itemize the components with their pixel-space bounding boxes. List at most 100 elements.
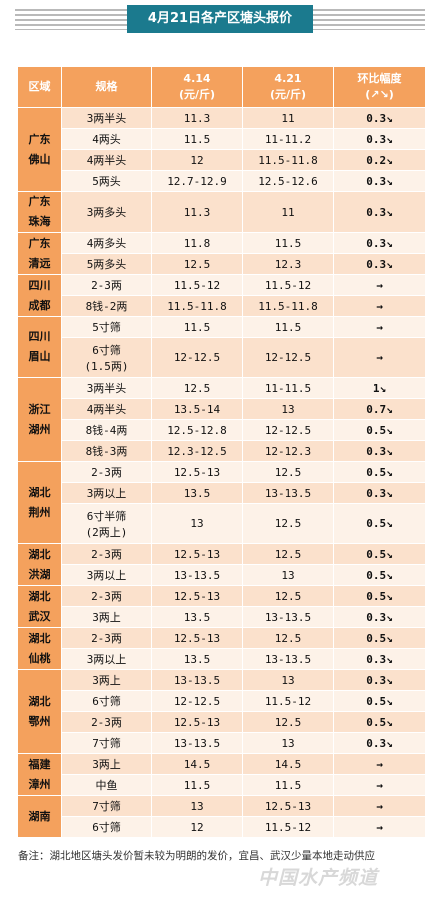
change-cell: →	[333, 337, 426, 378]
price-0414-cell: 12.5	[151, 253, 243, 275]
price-0421-cell: 11.5-11.8	[242, 149, 334, 171]
region-cell: 广东 珠海	[17, 191, 62, 233]
table-row: 7寸筛 13-13.5 13 0.3↘	[18, 732, 426, 754]
table-row: 4两半头 13.5-14 13 0.7↘	[18, 398, 426, 420]
table-row: 广东 珠海 3两多头 11.3 11 0.3↘	[17, 191, 426, 233]
header-spec: 规格	[61, 66, 152, 108]
region-cell: 浙江 湖州	[17, 377, 62, 462]
change-cell: 0.5↘	[333, 461, 426, 483]
table-body: 广东 佛山 3两半头 11.3 11 0.3↘ 4两头 11.5 11-11.2 0.3↘ 4两半头…	[17, 107, 426, 838]
spec-cell: 6寸半筛 (2两上)	[61, 503, 152, 544]
change-cell: 0.3↘	[333, 732, 426, 754]
price-0414-cell: 13	[151, 503, 243, 544]
price-0421-cell: 13	[242, 669, 334, 691]
spec-cell: 3两上	[61, 669, 152, 691]
table-row: 6寸筛 (1.5两) 12-12.5 12-12.5 →	[18, 337, 426, 378]
change-cell: 0.5↘	[333, 690, 426, 712]
table-row: 5两多头 12.5 12.3 0.3↘	[18, 253, 426, 275]
price-0421-cell: 11.5	[242, 774, 334, 796]
spec-cell: 5两头	[61, 170, 152, 192]
header-price-0421: 4.21 (元/斤)	[242, 66, 334, 108]
price-0414-cell: 11.8	[151, 232, 243, 254]
spec-cell: 3两上	[61, 753, 152, 775]
price-0414-cell: 12-12.5	[151, 690, 243, 712]
price-0421-cell: 12.5	[242, 627, 334, 649]
spec-cell: 3两半头	[61, 107, 152, 129]
spec-cell: 2-3两	[61, 461, 152, 483]
price-0414-cell: 12.5	[151, 377, 243, 399]
table-header-row: 区域 规格 4.14 (元/斤) 4.21 (元/斤) 环比幅度 (↗↘)	[17, 66, 426, 108]
region-cell: 湖南	[17, 795, 62, 838]
spec-cell: 7寸筛	[61, 732, 152, 754]
price-0414-cell: 12.5-13	[151, 543, 243, 565]
change-cell: 1↘	[333, 377, 426, 399]
change-cell: 0.5↘	[333, 585, 426, 607]
price-0414-cell: 13-13.5	[151, 564, 243, 586]
price-0414-cell: 11.3	[151, 107, 243, 129]
spec-cell: 5两多头	[61, 253, 152, 275]
table-row: 4两半头 12 11.5-11.8 0.2↘	[18, 149, 426, 171]
change-cell: 0.3↘	[333, 128, 426, 150]
table-row: 湖北 武汉 2-3两 12.5-13 12.5 0.5↘	[17, 585, 426, 628]
footnote: 备注：湖北地区塘头发价暂未较为明朗的发价，宜昌、武汉少量本地走动供应	[18, 850, 375, 862]
table-row: 3两上 13.5 13-13.5 0.3↘	[18, 606, 426, 628]
spec-cell: 3两多头	[61, 191, 152, 233]
price-0421-cell: 11	[242, 107, 334, 129]
table-row: 5两头 12.7-12.9 12.5-12.6 0.3↘	[18, 170, 426, 192]
table-row: 湖北 鄂州 3两上 13-13.5 13 0.3↘	[17, 669, 426, 754]
price-0421-cell: 11.5	[242, 232, 334, 254]
price-0414-cell: 12.5-13	[151, 585, 243, 607]
price-0421-cell: 12.5	[242, 711, 334, 733]
change-cell: 0.5↘	[333, 503, 426, 544]
change-cell: 0.5↘	[333, 419, 426, 441]
price-0421-cell: 13-13.5	[242, 648, 334, 670]
price-0421-cell: 13	[242, 564, 334, 586]
price-0421-cell: 11.5-12	[242, 816, 334, 838]
change-cell: 0.3↘	[333, 440, 426, 462]
spec-cell: 8钱-3两	[61, 440, 152, 462]
change-cell: 0.5↘	[333, 711, 426, 733]
price-0414-cell: 13.5	[151, 648, 243, 670]
change-cell: →	[333, 295, 426, 317]
change-cell: 0.3↘	[333, 669, 426, 691]
change-cell: 0.2↘	[333, 149, 426, 171]
price-0414-cell: 13-13.5	[151, 669, 243, 691]
price-0414-cell: 12.5-12.8	[151, 419, 243, 441]
price-0414-cell: 13.5	[151, 482, 243, 504]
header-region: 区域	[17, 66, 62, 108]
spec-cell: 3两上	[61, 606, 152, 628]
table-row: 湖北 仙桃 2-3两 12.5-13 12.5 0.5↘	[17, 627, 426, 670]
change-cell: 0.3↘	[333, 107, 426, 129]
price-0414-cell: 12	[151, 149, 243, 171]
spec-cell: 中鱼	[61, 774, 152, 796]
spec-cell: 8钱-2两	[61, 295, 152, 317]
title-stripes-right	[313, 9, 425, 30]
change-cell: 0.3↘	[333, 482, 426, 504]
spec-cell: 4两半头	[61, 149, 152, 171]
spec-cell: 6寸筛	[61, 816, 152, 838]
spec-cell: 6寸筛	[61, 690, 152, 712]
price-0421-cell: 14.5	[242, 753, 334, 775]
change-cell: 0.5↘	[333, 564, 426, 586]
price-0414-cell: 12.5-13	[151, 711, 243, 733]
spec-cell: 3两半头	[61, 377, 152, 399]
table-row: 广东 佛山 3两半头 11.3 11 0.3↘	[17, 107, 426, 192]
title-stripes-left	[15, 9, 127, 30]
price-0421-cell: 13	[242, 732, 334, 754]
price-0421-cell: 13-13.5	[242, 482, 334, 504]
region-cell: 湖北 荆州	[17, 461, 62, 544]
price-0414-cell: 12.3-12.5	[151, 440, 243, 462]
spec-cell: 4两头	[61, 128, 152, 150]
spec-cell: 3两以上	[61, 648, 152, 670]
region-cell: 福建 漳州	[17, 753, 62, 796]
price-0414-cell: 12-12.5	[151, 337, 243, 378]
region-cell: 湖北 仙桃	[17, 627, 62, 670]
price-0421-cell: 12.5	[242, 503, 334, 544]
header-change: 环比幅度 (↗↘)	[333, 66, 426, 108]
spec-cell: 4两多头	[61, 232, 152, 254]
table-row: 湖北 荆州 2-3两 12.5-13 12.5 0.5↘	[17, 461, 426, 544]
price-0414-cell: 11.3	[151, 191, 243, 233]
spec-cell: 5寸筛	[61, 316, 152, 338]
price-0414-cell: 12.5-13	[151, 627, 243, 649]
price-0421-cell: 11.5-11.8	[242, 295, 334, 317]
